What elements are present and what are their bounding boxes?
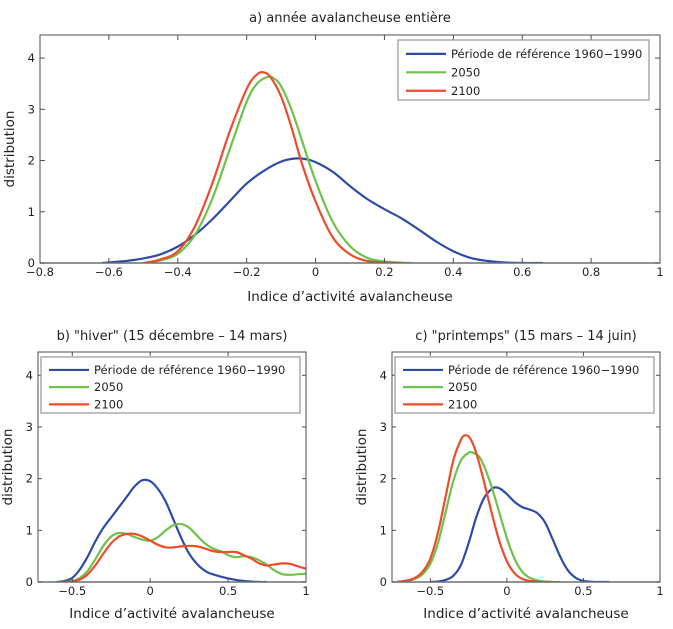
y-tick-label: 0	[26, 575, 33, 589]
legend: Période de référence 1960−1990 2050 2100	[397, 39, 650, 101]
x-tick-label: −0.8	[26, 265, 54, 279]
y-tick-label: 3	[26, 420, 33, 434]
y-tick-label: 2	[26, 472, 33, 486]
x-tick-label: 0	[503, 584, 510, 598]
x-axis-label: Indice d’activité avalancheuse	[247, 289, 452, 305]
y-tick-label: 3	[28, 102, 35, 116]
legend-label: Période de référence 1960−1990	[94, 363, 285, 377]
legend: Période de référence 1960−1990 2050 2100	[40, 356, 301, 414]
x-tick-label: −0.2	[233, 265, 261, 279]
series-line-2050	[396, 450, 561, 582]
y-tick-label: 0	[380, 575, 387, 589]
x-axis-label: Indice d’activité avalancheuse	[69, 606, 274, 622]
x-tick-label: 0.5	[219, 584, 237, 598]
x-tick-label: 0.4	[444, 265, 462, 279]
x-tick-label: 1	[302, 584, 309, 598]
y-tick-label: 2	[28, 154, 35, 168]
y-tick-label: 4	[28, 51, 35, 65]
panel-b: b) "hiver" (15 décembre – 14 mars) −0.5 0 0…	[0, 329, 310, 622]
panel-c: c) "printemps" (15 mars – 14 juin) −0.5 0 0…	[354, 329, 664, 622]
x-tick-label: 0.8	[582, 265, 600, 279]
y-axis-label: distribution	[354, 429, 370, 506]
x-tick-label: −0.6	[95, 265, 123, 279]
series-line-reference	[430, 486, 610, 582]
x-tick-label: 0	[147, 584, 154, 598]
x-tick-label: 0	[312, 265, 319, 279]
legend: Période de référence 1960−1990 2050 2100	[394, 356, 655, 414]
x-tick-label: 0.2	[375, 265, 393, 279]
series-line-reference	[101, 157, 543, 263]
x-tick-label: 0.5	[574, 584, 592, 598]
x-axis-label: Indice d’activité avalancheuse	[423, 606, 628, 622]
legend-label: Période de référence 1960−1990	[451, 47, 642, 61]
x-tick-label: 0.6	[513, 265, 531, 279]
y-tick-label: 1	[380, 523, 387, 537]
y-tick-label: 1	[26, 523, 33, 537]
legend-label: 2050	[94, 380, 123, 394]
y-axis-label: distribution	[2, 111, 18, 188]
x-tick-label: −0.4	[164, 265, 192, 279]
chart-title: b) "hiver" (15 décembre – 14 mars)	[57, 329, 288, 344]
y-tick-label: 4	[380, 368, 387, 382]
series-line-2100	[143, 71, 402, 263]
series-line-2100	[64, 532, 306, 582]
chart-title: c) "printemps" (15 mars – 14 juin)	[415, 329, 636, 344]
legend-label: Période de référence 1960−1990	[448, 363, 639, 377]
y-tick-label: 1	[28, 205, 35, 219]
x-tick-label: 1	[656, 265, 663, 279]
y-tick-label: 0	[28, 256, 35, 270]
panel-a: a) année avalancheuse entière −0.8 −0.6 −0.…	[2, 11, 664, 305]
series-line-reference	[56, 478, 267, 582]
chart-title: a) année avalancheuse entière	[249, 11, 451, 26]
x-tick-label: −0.5	[58, 584, 86, 598]
series-line-2100	[396, 434, 553, 582]
y-tick-label: 3	[380, 420, 387, 434]
y-axis-label: distribution	[0, 429, 16, 506]
y-tick-label: 4	[26, 368, 33, 382]
legend-label: 2100	[94, 397, 123, 411]
series-line-2050	[143, 75, 413, 263]
legend-label: 2100	[451, 84, 480, 98]
legend-label: 2100	[448, 397, 477, 411]
y-tick-label: 2	[380, 472, 387, 486]
x-tick-label: 1	[656, 584, 663, 598]
legend-label: 2050	[448, 380, 477, 394]
x-tick-label: −0.5	[416, 584, 444, 598]
legend-label: 2050	[451, 65, 480, 79]
